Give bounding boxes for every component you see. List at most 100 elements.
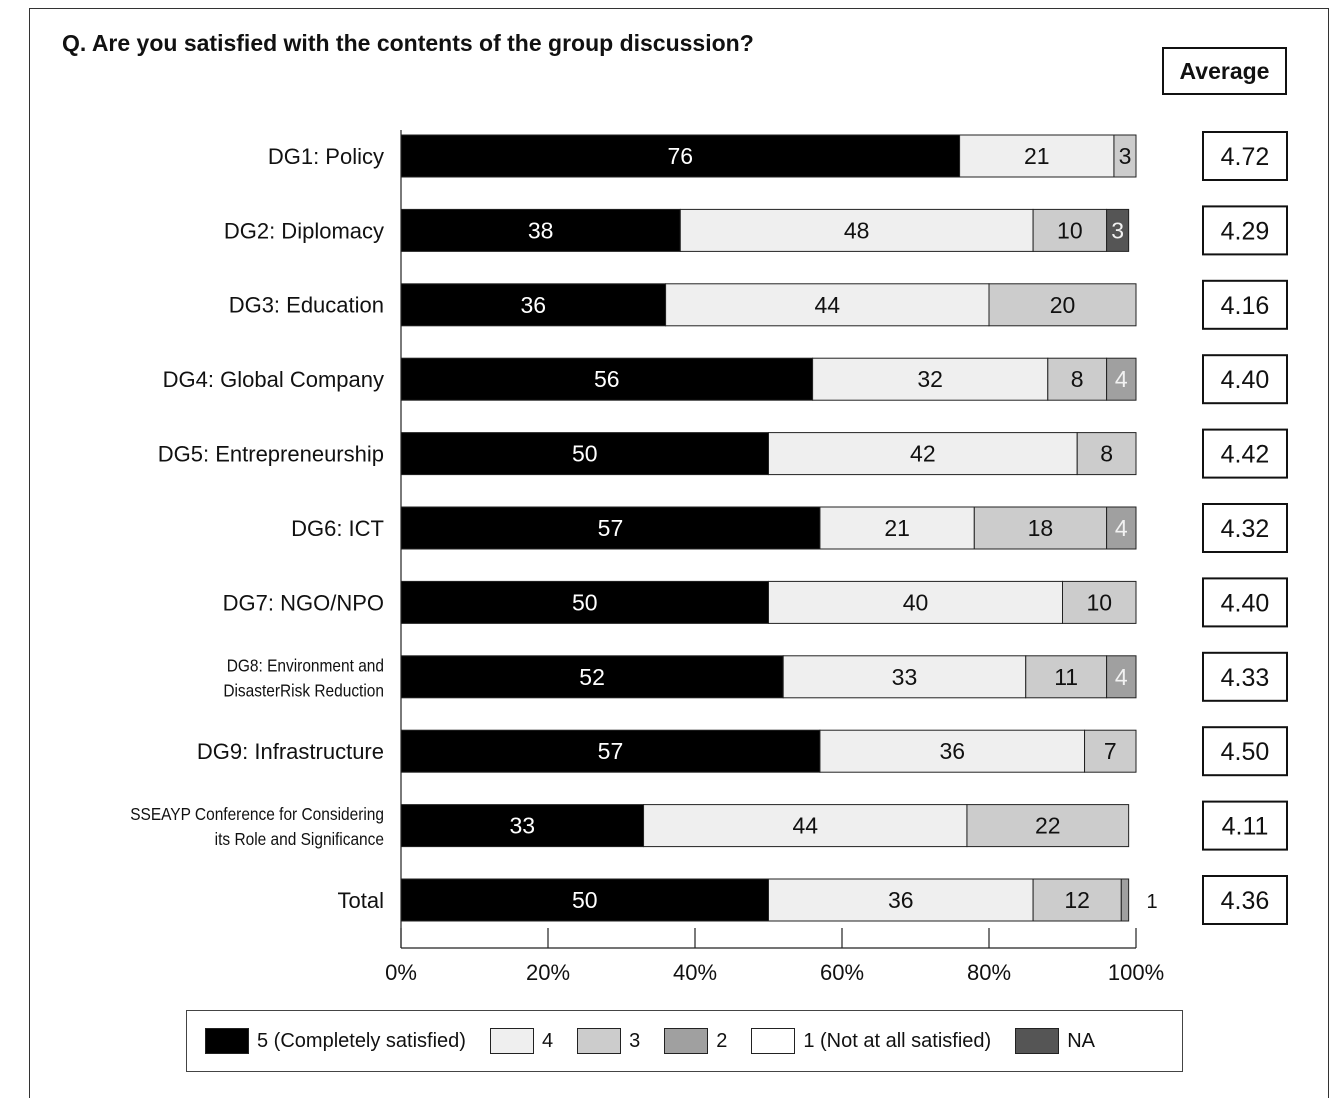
bar-segment-5 [400,283,667,327]
legend-swatch-5 [205,1028,249,1054]
average-value: 4.32 [1221,515,1270,543]
bar-segment-na [1106,208,1130,252]
category-label: Total [338,888,384,913]
average-box [1202,726,1288,777]
bar-segment-4 [665,283,990,327]
legend-item-na: NA [1015,1028,1095,1054]
bar-segment-5 [400,134,961,178]
data-label: 21 [1024,143,1050,169]
category-label: DG8: Environment and [227,655,384,675]
data-label: 57 [598,738,624,764]
bar-segment-5 [400,208,681,252]
average-value: 4.33 [1221,664,1270,692]
average-box [1202,279,1288,330]
bar-segment-2 [1106,655,1137,699]
x-tick-label: 60% [820,960,864,985]
data-label: 44 [792,813,818,839]
x-tick-label: 20% [526,960,570,985]
data-label: 48 [844,217,870,243]
average-value: 4.50 [1221,738,1270,766]
data-label: 56 [594,366,620,392]
x-tick-label: 40% [673,960,717,985]
average-value: 4.42 [1221,441,1270,469]
category-label: DisasterRisk Reduction [223,680,384,700]
legend: 5 (Completely satisfied) 4 3 2 1 (Not at… [186,1010,1183,1072]
average-value: 4.40 [1221,589,1270,617]
data-label: 18 [1028,515,1054,541]
bar-segment-3 [973,506,1108,550]
data-label: 3 [1119,143,1132,169]
legend-label-3: 3 [629,1029,641,1052]
bar-segment-3 [1084,729,1137,773]
data-label: 21 [884,515,910,541]
bar-segment-3 [966,804,1130,848]
data-label: 22 [1035,813,1061,839]
bar-segment-4 [679,208,1034,252]
average-value: 4.11 [1222,813,1269,841]
legend-swatch-1 [751,1028,796,1054]
data-label: 42 [910,441,936,467]
average-value: 4.16 [1221,292,1270,320]
average-box [1202,651,1288,702]
bar-segment-5 [400,432,769,476]
category-label: DG5: Entrepreneurship [158,442,384,467]
data-label: 20 [1050,292,1076,318]
bar-segment-3 [1032,878,1122,922]
bar-segment-3 [1047,357,1108,401]
category-label: DG6: ICT [291,516,384,541]
data-label: 36 [521,292,547,318]
bar-segment-4 [819,729,1086,773]
bar-segment-4 [812,357,1049,401]
data-label: 33 [892,664,918,690]
average-box [1202,577,1288,628]
bar-segment-4 [768,432,1078,476]
data-label: 36 [888,887,914,913]
average-value: 4.36 [1221,887,1270,915]
bar-segment-3 [1025,655,1108,699]
legend-item-3: 3 [577,1028,640,1054]
data-label: 8 [1071,366,1084,392]
average-box [1202,205,1288,256]
category-label: DG7: NGO/NPO [223,590,384,615]
question-title: Q. Are you satisfied with the contents o… [62,30,754,56]
data-label: 33 [509,813,535,839]
bar-segment-3 [1062,580,1137,624]
bar-segment-5 [400,357,814,401]
data-label: 8 [1100,441,1113,467]
category-label: DG3: Education [229,293,384,318]
legend-label-2: 2 [716,1029,728,1052]
legend-item-4: 4 [489,1028,554,1054]
legend-swatch-3 [577,1028,622,1054]
data-label: 36 [939,738,965,764]
category-label: DG1: Policy [268,144,384,169]
average-value: 4.72 [1221,143,1270,171]
legend-swatch-na [1015,1028,1060,1054]
legend-swatch-2 [664,1028,709,1054]
data-label: 4 [1115,515,1128,541]
data-label: 12 [1064,887,1090,913]
x-tick-label: 100% [1108,960,1164,985]
legend-item-2: 2 [664,1028,727,1054]
data-label: 7 [1104,738,1117,764]
data-label: 40 [903,589,929,615]
category-label: DG2: Diplomacy [224,218,384,243]
data-label: 50 [572,589,598,615]
x-tick-label: 0% [385,960,417,985]
data-label: 4 [1115,664,1128,690]
bar-segment-3 [1113,134,1137,178]
data-label: 3 [1111,217,1124,243]
data-label: 57 [598,515,624,541]
legend-label-na: NA [1067,1029,1095,1052]
average-header: Average [1162,47,1287,95]
legend-label-4: 4 [541,1029,554,1052]
bar-segment-4 [819,506,975,550]
bar-segment-2 [1106,357,1137,401]
data-label: 10 [1086,589,1112,615]
average-box [1202,503,1288,553]
bar-segment-4 [768,878,1034,922]
bar-segment-5 [400,580,769,624]
average-value: 4.29 [1221,217,1270,245]
legend-label-5: 5 (Completely satisfied) [257,1029,466,1052]
data-label: 76 [668,143,694,169]
